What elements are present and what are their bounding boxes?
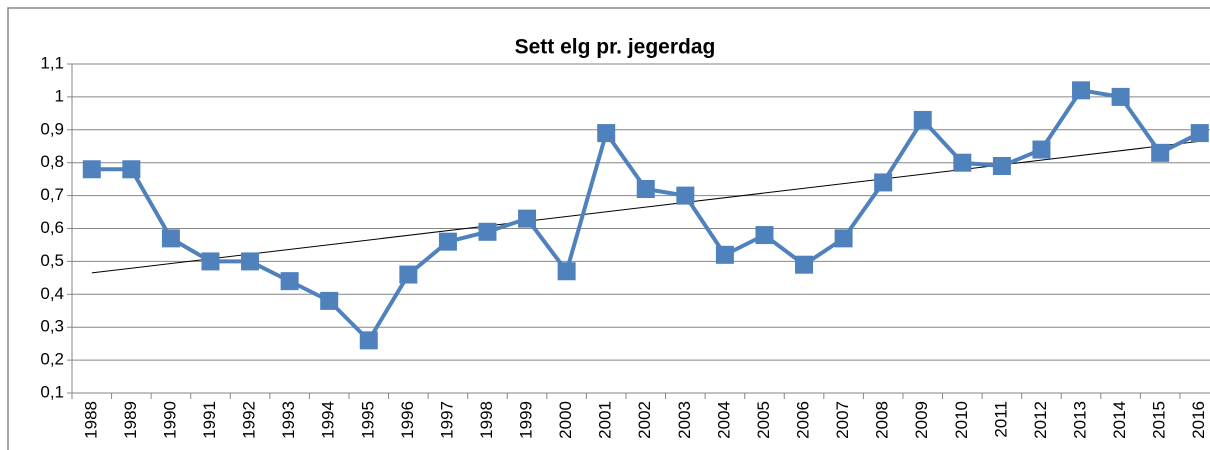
point-marker (953, 153, 972, 172)
point-marker (636, 180, 655, 199)
x-tick-label: 1992 (240, 401, 259, 439)
point-marker (992, 156, 1011, 175)
point-marker (518, 209, 537, 228)
x-tick-label: 1995 (358, 401, 377, 439)
point-marker (834, 229, 853, 248)
point-marker (320, 291, 339, 310)
point-marker (478, 222, 497, 241)
x-tick-label: 2006 (794, 401, 813, 439)
y-tick-label: 0,6 (40, 218, 64, 237)
point-marker (82, 160, 101, 179)
y-tick-label: 0,7 (40, 185, 64, 204)
x-tick-label: 1999 (517, 401, 536, 439)
point-marker (201, 252, 220, 271)
x-tick-label: 2002 (635, 401, 654, 439)
x-tick-label: 2015 (1150, 401, 1169, 439)
x-tick-label: 2012 (1031, 401, 1050, 439)
y-tick-label: 0,5 (40, 251, 64, 270)
trendline (91, 140, 1200, 274)
y-tick-label: 0,1 (40, 382, 64, 401)
point-marker (280, 272, 299, 291)
x-tick-label: 1998 (477, 401, 496, 439)
x-tick-label: 1997 (437, 401, 456, 439)
x-tick-label: 2008 (873, 401, 892, 439)
x-tick-label: 2013 (1071, 401, 1090, 439)
y-tick-label: 0,8 (40, 152, 64, 171)
chart-title: Sett elg pr. jegerdag (515, 36, 716, 59)
x-tick-label: 2005 (754, 401, 773, 439)
y-tick-label: 0,2 (40, 350, 64, 369)
point-marker (1072, 81, 1091, 100)
point-marker (359, 331, 378, 350)
x-tick-label: 1989 (121, 401, 140, 439)
point-marker (399, 265, 418, 284)
x-tick-label: 2011 (991, 401, 1010, 438)
point-marker (241, 252, 260, 271)
y-tick-label: 0,9 (40, 119, 64, 138)
point-marker (438, 232, 457, 251)
x-tick-label: 2009 (912, 401, 931, 439)
point-marker (1151, 143, 1170, 162)
y-tick-label: 0,4 (40, 284, 64, 303)
point-marker (597, 124, 616, 143)
point-marker (1111, 87, 1130, 106)
point-marker (122, 160, 141, 179)
x-tick-label: 2010 (952, 401, 971, 439)
x-tick-label: 2014 (1110, 401, 1129, 439)
point-marker (755, 226, 774, 245)
x-tick-label: 1988 (81, 401, 100, 439)
point-marker (715, 245, 734, 264)
point-marker (676, 186, 695, 205)
x-tick-label: 1993 (279, 401, 298, 439)
y-tick-label: 1 (55, 86, 64, 105)
y-tick-label: 0,3 (40, 317, 64, 336)
x-tick-label: 2007 (833, 401, 852, 439)
point-marker (913, 110, 932, 129)
x-tick-label: 1991 (200, 401, 219, 439)
point-marker (874, 173, 893, 192)
point-marker (161, 229, 180, 248)
x-tick-label: 2003 (675, 401, 694, 439)
y-tick-label: 1,1 (40, 53, 64, 72)
point-marker (1190, 124, 1209, 143)
x-tick-label: 2001 (596, 401, 615, 439)
x-tick-label: 1990 (160, 401, 179, 439)
x-tick-label: 2016 (1189, 401, 1208, 439)
x-tick-label: 1994 (319, 401, 338, 439)
x-tick-label: 2004 (714, 401, 733, 439)
point-marker (795, 255, 814, 274)
point-marker (1032, 140, 1051, 159)
x-tick-label: 1996 (398, 401, 417, 439)
x-tick-label: 2000 (556, 401, 575, 439)
point-marker (557, 262, 576, 281)
